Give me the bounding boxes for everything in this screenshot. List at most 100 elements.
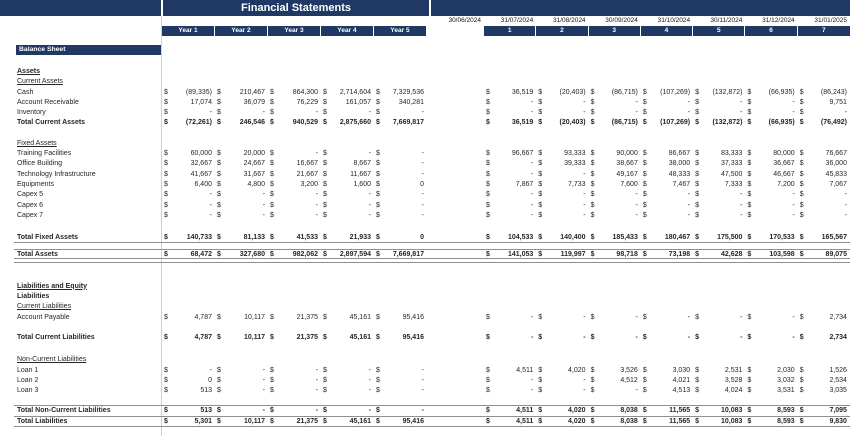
value-cell[interactable]: $3,030 xyxy=(641,366,693,376)
value-cell[interactable]: $7,467 xyxy=(641,180,693,190)
row-label[interactable]: Loan 2 xyxy=(17,376,39,384)
value-cell[interactable]: $76,667 xyxy=(798,149,850,159)
value-cell[interactable]: $185,433 xyxy=(589,233,641,243)
value-cell[interactable]: $ (76,492) xyxy=(798,118,850,128)
page-title[interactable]: Financial Statements xyxy=(163,0,429,16)
row-label[interactable]: Capex 5 xyxy=(17,191,44,199)
value-cell[interactable]: $ (107,269) xyxy=(641,88,693,98)
value-cell[interactable]: $ - xyxy=(321,108,374,118)
value-cell[interactable]: $2,030 xyxy=(745,366,797,376)
value-cell[interactable]: $ - xyxy=(693,190,745,200)
value-cell[interactable]: $ - xyxy=(536,190,588,200)
value-cell[interactable]: $90,000 xyxy=(589,149,641,159)
row-label[interactable]: Technology Infrastructure xyxy=(17,170,96,178)
value-cell[interactable]: $36,000 xyxy=(798,159,850,169)
value-cell[interactable]: $ - xyxy=(536,201,588,211)
value-cell[interactable]: $ - xyxy=(798,201,850,211)
value-cell[interactable]: $ - xyxy=(589,190,641,200)
value-cell[interactable]: $ - xyxy=(374,201,427,211)
value-cell[interactable]: $ (86,715) xyxy=(589,88,641,98)
value-cell[interactable]: $ - xyxy=(641,108,693,118)
row-label[interactable]: Office Building xyxy=(17,160,63,168)
row-label[interactable]: Liabilities and Equity xyxy=(17,282,88,290)
row-label[interactable]: Loan 1 xyxy=(17,366,39,374)
value-cell[interactable]: $11,565 xyxy=(641,417,693,427)
value-cell[interactable]: $4,020 xyxy=(536,366,588,376)
value-cell[interactable]: $513 xyxy=(162,406,215,416)
value-cell[interactable]: $83,333 xyxy=(693,149,745,159)
value-cell[interactable]: $3,035 xyxy=(798,386,850,396)
value-cell[interactable]: $ - xyxy=(693,108,745,118)
value-cell[interactable]: $10,117 xyxy=(215,313,268,323)
value-cell[interactable]: $0 xyxy=(374,180,427,190)
value-cell[interactable]: $ - xyxy=(268,211,321,221)
value-cell[interactable]: $170,533 xyxy=(745,233,797,243)
value-cell[interactable]: $ - xyxy=(641,98,693,108)
value-cell[interactable]: $ - xyxy=(641,333,693,343)
row-label[interactable]: Total Assets xyxy=(17,251,58,259)
value-cell[interactable]: $864,300 xyxy=(268,88,321,98)
value-cell[interactable]: $93,333 xyxy=(536,149,588,159)
row-label[interactable]: Account Payable xyxy=(17,313,70,321)
value-cell[interactable]: $ - xyxy=(215,190,268,200)
date-header-cell[interactable]: 30/09/2024 xyxy=(605,17,638,24)
value-cell[interactable]: $7,333 xyxy=(693,180,745,190)
value-cell[interactable]: $4,513 xyxy=(641,386,693,396)
value-cell[interactable]: $ - xyxy=(321,190,374,200)
row-label[interactable]: Capex 6 xyxy=(17,201,44,209)
value-cell[interactable]: $2,714,604 xyxy=(321,88,374,98)
value-cell[interactable]: $41,667 xyxy=(162,170,215,180)
value-cell[interactable]: $8,593 xyxy=(745,417,797,427)
value-cell[interactable]: $ - xyxy=(215,406,268,416)
value-cell[interactable]: $ (66,935) xyxy=(745,118,797,128)
value-cell[interactable]: $32,667 xyxy=(162,159,215,169)
value-cell[interactable]: $ - xyxy=(589,108,641,118)
value-cell[interactable]: $4,020 xyxy=(536,406,588,416)
value-cell[interactable]: $ - xyxy=(536,211,588,221)
value-cell[interactable]: $ - xyxy=(374,366,427,376)
value-cell[interactable]: $ - xyxy=(484,313,536,323)
value-cell[interactable]: $36,079 xyxy=(215,98,268,108)
value-cell[interactable]: $21,375 xyxy=(268,313,321,323)
year-header-cell[interactable]: Year 2 xyxy=(215,26,268,36)
value-cell[interactable]: $ - xyxy=(321,211,374,221)
value-cell[interactable]: $2,734 xyxy=(798,313,850,323)
value-cell[interactable]: $80,000 xyxy=(745,149,797,159)
value-cell[interactable]: $210,467 xyxy=(215,88,268,98)
value-cell[interactable]: $4,020 xyxy=(536,417,588,427)
value-cell[interactable]: $4,512 xyxy=(589,376,641,386)
value-cell[interactable]: $982,062 xyxy=(268,250,321,260)
value-cell[interactable]: $3,528 xyxy=(693,376,745,386)
row-label[interactable]: Total Fixed Assets xyxy=(17,234,79,242)
row-label[interactable]: Liabilities xyxy=(17,293,50,301)
value-cell[interactable]: $7,867 xyxy=(484,180,536,190)
value-cell[interactable]: $ - xyxy=(693,211,745,221)
value-cell[interactable]: $ - xyxy=(484,98,536,108)
value-cell[interactable]: $24,667 xyxy=(215,159,268,169)
value-cell[interactable]: $2,531 xyxy=(693,366,745,376)
value-cell[interactable]: $ - xyxy=(745,211,797,221)
value-cell[interactable]: $175,500 xyxy=(693,233,745,243)
value-cell[interactable]: $513 xyxy=(162,386,215,396)
value-cell[interactable]: $940,529 xyxy=(268,118,321,128)
value-cell[interactable]: $4,511 xyxy=(484,406,536,416)
value-cell[interactable]: $46,667 xyxy=(745,170,797,180)
value-cell[interactable]: $140,400 xyxy=(536,233,588,243)
value-cell[interactable]: $38,000 xyxy=(641,159,693,169)
date-header-cell[interactable]: 31/01/2025 xyxy=(814,17,847,24)
value-cell[interactable]: $ - xyxy=(374,190,427,200)
value-cell[interactable]: $42,628 xyxy=(693,250,745,260)
value-cell[interactable]: $8,038 xyxy=(589,406,641,416)
row-label[interactable]: Assets xyxy=(17,68,40,75)
value-cell[interactable]: $ - xyxy=(589,201,641,211)
year-header-cell[interactable]: Year 4 xyxy=(321,26,374,36)
value-cell[interactable]: $4,787 xyxy=(162,333,215,343)
row-label[interactable]: Non-Current Liabilities xyxy=(17,356,87,364)
value-cell[interactable]: $ - xyxy=(374,386,427,396)
value-cell[interactable]: $7,669,817 xyxy=(374,118,427,128)
month-number-cell[interactable]: 1 xyxy=(484,26,537,36)
value-cell[interactable]: $6,400 xyxy=(162,180,215,190)
value-cell[interactable]: $3,200 xyxy=(268,180,321,190)
value-cell[interactable]: $ - xyxy=(589,211,641,221)
row-label[interactable]: Loan 3 xyxy=(17,387,39,395)
